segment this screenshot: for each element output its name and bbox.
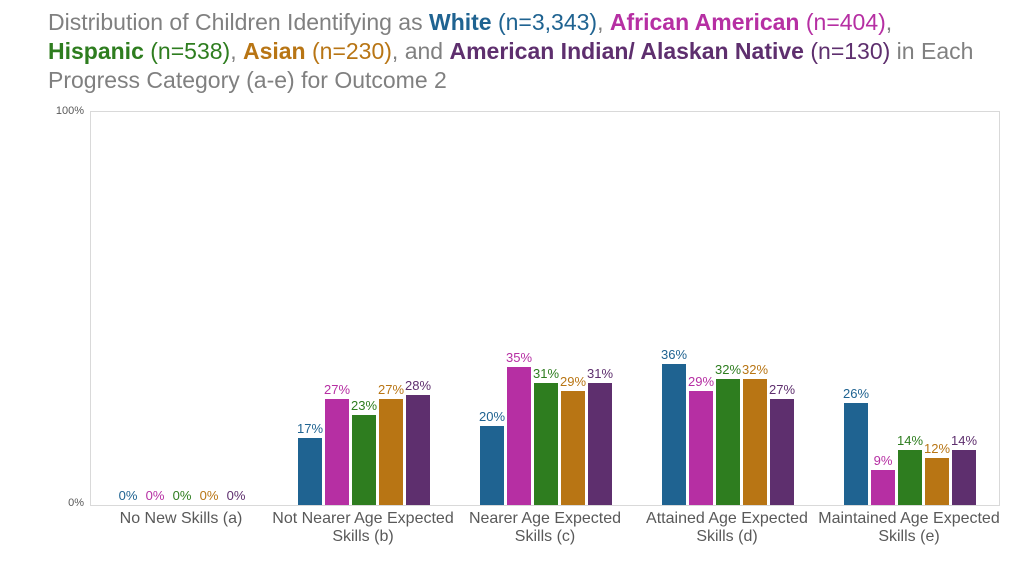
bar [925,458,949,505]
bar-value-label: 31% [580,366,620,381]
bar [480,426,504,505]
plot-region: 0%0%0%0%0%17%27%23%27%28%20%35%31%29%31%… [90,111,1000,506]
bar-value-label: 14% [944,433,984,448]
bar-value-label: 20% [472,409,512,424]
bar [952,450,976,505]
bar [534,383,558,505]
bar [406,395,430,505]
category-label: Nearer Age Expected Skills (c) [454,510,636,547]
bar-value-label: 17% [290,421,330,436]
bar-value-label: 27% [317,382,357,397]
bar-value-label: 27% [762,382,802,397]
bar-value-label: 35% [499,350,539,365]
bar [871,470,895,505]
category-label: No New Skills (a) [90,510,272,528]
bar-value-label: 32% [735,362,775,377]
bar [588,383,612,505]
bar [743,379,767,505]
bar [561,391,585,505]
bar-value-label: 28% [398,378,438,393]
bar [352,415,376,505]
bar [298,438,322,505]
chart-title: Distribution of Children Identifying as … [48,8,988,94]
bar [770,399,794,505]
yaxis-tick-0: 0% [50,497,84,509]
bar [325,399,349,505]
bar [507,367,531,505]
category-label: Maintained Age Expected Skills (e) [818,510,1000,547]
category-label: Not Nearer Age Expected Skills (b) [272,510,454,547]
chart-area: 100% 0% 0%0%0%0%0%17%27%23%27%28%20%35%3… [50,105,1010,515]
bar-value-label: 0% [216,488,256,503]
bar [379,399,403,505]
bar [898,450,922,505]
bar-value-label: 26% [836,386,876,401]
bar [689,391,713,505]
bar [716,379,740,505]
yaxis-tick-100: 100% [50,105,84,117]
category-label: Attained Age Expected Skills (d) [636,510,818,547]
bar-value-label: 9% [863,453,903,468]
bar-value-label: 23% [344,398,384,413]
bar-value-label: 36% [654,347,694,362]
